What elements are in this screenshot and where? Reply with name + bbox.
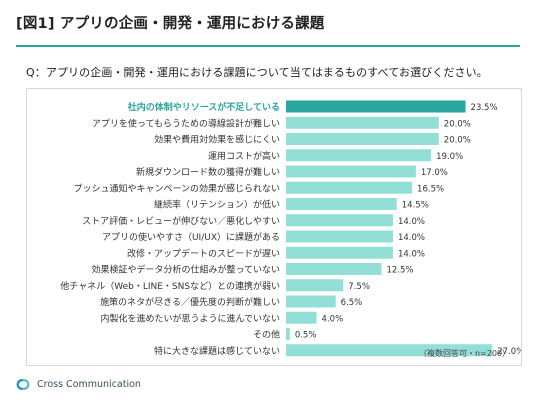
bar bbox=[286, 198, 397, 210]
category-label: 運用コストが高い bbox=[208, 150, 280, 162]
bar bbox=[286, 311, 317, 324]
category-label: 新規ダウンロード数の獲得が難しい bbox=[136, 166, 280, 178]
sample-note: （複数回答可・n=200） bbox=[418, 349, 510, 358]
category-label: 特に大きな課題は感じていない bbox=[154, 345, 280, 357]
value-label: 14.5% bbox=[402, 201, 429, 211]
value-label: 6.5% bbox=[341, 298, 363, 308]
bar bbox=[286, 116, 439, 129]
bar-chart: 社内の体制やリソースが不足している 23.5% アプリを使ってもらうための導線設計が… bbox=[60, 100, 521, 357]
category-label: プッシュ通知やキャンペーンの効果が感じられない bbox=[73, 182, 280, 194]
category-label: 効果や費用対効果を感じにくい bbox=[154, 134, 280, 146]
value-label: 20.0% bbox=[444, 119, 471, 129]
category-label: 改修・アップデートのスピードが遅い bbox=[127, 247, 280, 259]
bar bbox=[286, 165, 416, 178]
value-label: 23.5% bbox=[471, 103, 498, 113]
bar bbox=[286, 214, 393, 227]
bar bbox=[286, 295, 336, 308]
bar bbox=[286, 100, 466, 113]
page-title: [図1] アプリの企画・開発・運用における課題 bbox=[16, 16, 325, 32]
value-label: 20.0% bbox=[444, 136, 471, 146]
value-label: 19.0% bbox=[436, 152, 463, 162]
value-label: 14.0% bbox=[398, 217, 425, 227]
value-label: 27.0% bbox=[497, 347, 521, 357]
category-label: 効果検証やデータ分析の仕組みが整っていない bbox=[91, 264, 280, 276]
value-label: 4.0% bbox=[322, 314, 344, 324]
category-label: 他チャネル（Web・LINE・SNSなど）との連携が弱い bbox=[60, 280, 280, 292]
footer-brand-name: Cross Communication bbox=[37, 379, 141, 390]
value-label: 14.0% bbox=[398, 249, 425, 259]
category-label: アプリを使ってもらうための導線設計が難しい bbox=[92, 117, 280, 129]
bar bbox=[286, 344, 493, 357]
value-label: 17.0% bbox=[421, 168, 448, 178]
value-label: 16.5% bbox=[417, 184, 444, 194]
category-label: 社内の体制やリソースが不足している bbox=[127, 101, 280, 113]
bar bbox=[286, 133, 439, 145]
bar bbox=[286, 328, 290, 340]
value-label: 0.5% bbox=[295, 331, 317, 341]
category-label: 施策のネタが尽きる／優先度の判断が難しい bbox=[100, 296, 280, 308]
category-label: 継続率（リテンション）が低い bbox=[154, 199, 280, 211]
survey-question: Q：アプリの企画・開発・運用における課題について当てはまるものすべてお選びくださ… bbox=[26, 66, 488, 79]
value-label: 14.0% bbox=[398, 233, 425, 243]
bar bbox=[286, 181, 413, 194]
chart-panel: 社内の体制やリソースが不足している 23.5% アプリを使ってもらうための導線設計が… bbox=[26, 88, 522, 366]
category-label: 内製化を進めたいが思うように進んでいない bbox=[100, 312, 280, 324]
bar bbox=[286, 263, 382, 275]
category-label: その他 bbox=[253, 329, 280, 341]
footer-brand: Cross Communication bbox=[14, 378, 141, 391]
bar bbox=[286, 279, 344, 292]
value-label: 12.5% bbox=[387, 266, 414, 276]
cross-communication-logo-icon bbox=[14, 378, 32, 391]
value-label: 7.5% bbox=[348, 282, 370, 292]
bar bbox=[286, 246, 393, 259]
bar bbox=[286, 230, 393, 243]
category-label: アプリの使いやすさ（UI/UX）に課題がある bbox=[102, 231, 280, 243]
title-divider bbox=[16, 45, 520, 47]
bar bbox=[286, 149, 432, 162]
category-label: ストア評価・レビューが伸びない／悪化しやすい bbox=[82, 215, 280, 227]
